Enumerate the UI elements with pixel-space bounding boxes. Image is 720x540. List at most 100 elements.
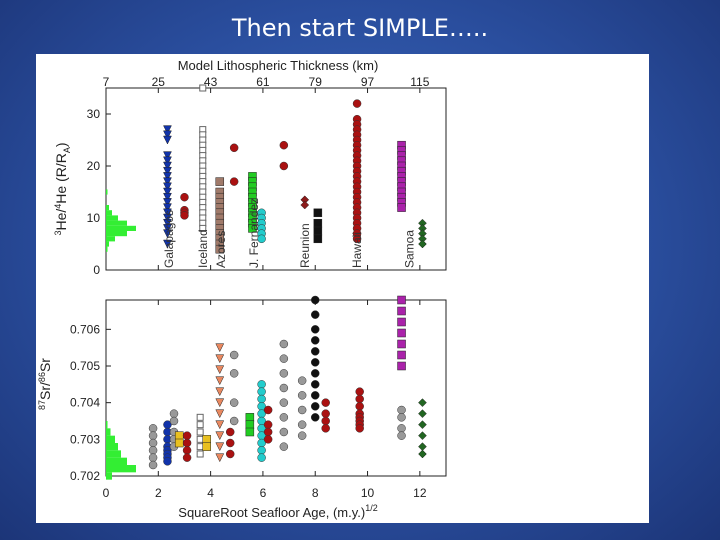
strontium-point-azores <box>215 431 225 441</box>
top-axis-tick-label: 43 <box>204 75 218 89</box>
strontium-point-azores <box>215 409 225 419</box>
strontium-point-iceland <box>196 450 204 458</box>
strontium-point-reunion <box>310 402 320 411</box>
strontium-point-red-6 <box>263 435 273 444</box>
helium-point-galapagos <box>163 213 172 223</box>
strontium-point-gray-11 <box>397 424 406 433</box>
strontium-point-gray-1 <box>148 460 158 470</box>
strontium-point-red-3 <box>182 431 192 440</box>
slide-title: Then start SIMPLE….. <box>231 14 489 42</box>
strontium-point-iceland <box>196 443 204 451</box>
strontium-point-gray-6 <box>279 442 289 451</box>
strontium-point-reunion <box>310 325 320 334</box>
strontium-point-galapagos <box>163 457 172 466</box>
strontium-histogram-bar <box>106 457 127 465</box>
strontium-point-samoa-green <box>418 409 427 419</box>
location-label: Azores <box>214 231 228 268</box>
strontium-point-gray-3 <box>229 350 239 360</box>
x-axis-tick-label: 6 <box>260 486 267 500</box>
top-axis-tick-label: 61 <box>256 75 270 89</box>
helium-histogram-bar <box>106 231 127 237</box>
helium-point-j-fernandez <box>248 224 257 233</box>
helium-histogram-bar <box>106 205 109 211</box>
helium-point-galapagos <box>163 135 172 145</box>
helium-point-reunion <box>313 208 323 218</box>
strontium-point-red-3 <box>182 446 192 455</box>
strontium-point-samoa-green <box>418 398 427 408</box>
helium-histogram-bar <box>106 236 115 242</box>
strontium-point-gray-11 <box>397 431 406 440</box>
strontium-panel-frame <box>105 299 447 477</box>
strontium-point-samoa <box>397 328 406 338</box>
helium-y-axis-label: 3He/4He (R/RA) <box>53 142 72 235</box>
strontium-point-samoa <box>397 295 406 305</box>
helium-point-j-fernandez-red <box>279 161 289 171</box>
x-axis-tick-label: 4 <box>207 486 214 500</box>
strontium-point-azores <box>215 354 225 364</box>
helium-point-galapagos <box>163 166 172 176</box>
strontium-point-azores <box>215 398 225 408</box>
helium-point-galapagos <box>163 208 172 218</box>
helium-point-galapagos <box>163 224 172 233</box>
strontium-point-gray-6 <box>279 339 289 349</box>
strontium-point-j-fernandez-cyan <box>257 446 266 455</box>
strontium-point-gray-7 <box>297 420 307 429</box>
helium-y-tick-label: 0 <box>93 263 100 277</box>
strontium-point-gray-7 <box>297 405 307 415</box>
strontium-point-iceland <box>196 428 204 436</box>
top-axis-tick-label: 79 <box>309 75 323 89</box>
strontium-point-red-6 <box>263 427 273 437</box>
helium-point-galapagos <box>163 130 172 140</box>
strontium-point-reunion <box>310 336 320 345</box>
strontium-histogram-bar <box>106 472 112 480</box>
strontium-point-gray-6 <box>279 427 289 437</box>
helium-point-azores <box>215 244 225 254</box>
x-axis-tick-label: 12 <box>413 486 427 500</box>
location-label: Galapagos <box>162 210 176 268</box>
strontium-point-yellow <box>174 438 184 448</box>
strontium-point-samoa <box>397 339 406 349</box>
helium-point-galapagos <box>163 161 172 171</box>
strontium-point-yellow-2 <box>202 435 211 444</box>
helium-point-galapagos-red <box>180 192 189 202</box>
helium-point-galapagos <box>163 182 172 192</box>
helium-point-samoa-green <box>418 239 427 249</box>
helium-y-tick-label: 10 <box>87 211 101 225</box>
strontium-point-gray-7 <box>297 391 307 400</box>
helium-point-galapagos <box>163 203 172 213</box>
helium-point-galapagos <box>163 229 172 239</box>
strontium-point-gray-3 <box>229 398 239 407</box>
strontium-point-azores <box>215 442 225 452</box>
strontium-point-azores <box>215 343 225 353</box>
strontium-point-gray-7 <box>297 431 307 440</box>
helium-point-galapagos <box>163 151 172 161</box>
helium-point-galapagos <box>163 156 172 166</box>
strontium-point-yellow <box>174 431 184 440</box>
strontium-point-azores <box>215 365 225 375</box>
helium-point-galapagos <box>163 198 172 207</box>
strontium-histogram-bar <box>106 465 136 473</box>
strontium-point-azores-red <box>225 449 235 459</box>
strontium-point-samoa-green <box>418 442 427 452</box>
strontium-point-gray-1 <box>148 431 158 440</box>
helium-point-iceland <box>199 224 207 232</box>
helium-point-j-fernandez-cyan <box>257 234 266 244</box>
strontium-point-samoa-green <box>418 431 427 441</box>
strontium-point-hawaii <box>355 394 364 404</box>
strontium-point-gray-3 <box>229 369 239 378</box>
x-axis-tick-label: 10 <box>361 486 375 500</box>
strontium-point-azores <box>215 387 225 397</box>
strontium-point-gray-2 <box>169 416 179 426</box>
helium-point-hawaii <box>352 99 362 108</box>
strontium-point-hawaii <box>355 424 364 433</box>
helium-histogram-bar <box>106 246 108 252</box>
helium-point-galapagos <box>163 177 172 187</box>
strontium-point-gray-3 <box>229 416 239 426</box>
strontium-point-gray-6 <box>279 369 289 378</box>
strontium-point-azores <box>215 453 225 463</box>
strontium-point-azores-red <box>225 427 235 437</box>
strontium-point-gray-1 <box>148 424 158 433</box>
helium-point-galapagos <box>163 218 172 228</box>
strontium-point-reunion <box>310 413 320 422</box>
strontium-point-reunion <box>310 347 320 356</box>
